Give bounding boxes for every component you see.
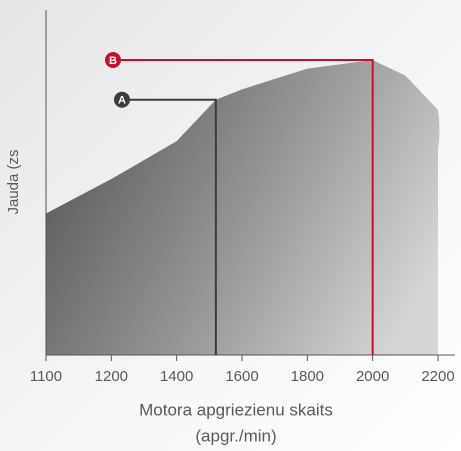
x-tick-label: 1600	[225, 368, 258, 385]
x-tick-label: 1400	[160, 368, 193, 385]
x-axis-label: Motora apgriezienu skaits	[139, 400, 333, 419]
x-tick-label: 1100	[30, 368, 62, 385]
annotation-label: B	[109, 55, 117, 67]
x-tick-label: 2000	[356, 368, 389, 385]
x-tick-label: 1200	[95, 368, 128, 385]
area	[46, 60, 440, 356]
x-axis-label: (apgr./min)	[195, 426, 276, 445]
annotation-badge	[114, 91, 130, 108]
x-tick-label: 2200	[421, 368, 454, 385]
x-tick-label: 1800	[291, 368, 324, 385]
annotation-label: A	[118, 95, 126, 107]
y-axis-label: Jauda (zs	[5, 149, 22, 214]
annotation-badge	[105, 52, 121, 69]
